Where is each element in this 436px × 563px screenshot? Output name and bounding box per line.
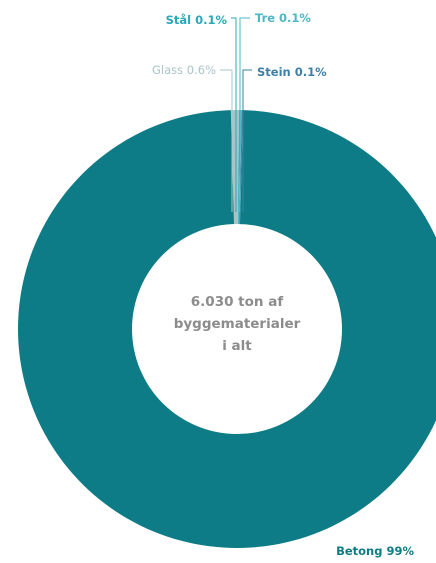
center-label-line-2: byggematerialer (174, 316, 301, 332)
label-betong: Betong 99% (336, 544, 414, 558)
label-glass: Glass 0.6% (152, 63, 216, 77)
leader-line-stein (242, 69, 252, 212)
center-label-line-3: i alt (222, 338, 252, 354)
center-label: 6.030 ton af byggematerialer i alt (174, 294, 301, 354)
leader-lines (220, 17, 252, 212)
donut-hole (132, 224, 342, 434)
label-staal: Stål 0.1% (166, 13, 228, 27)
leader-line-glass (220, 69, 233, 212)
label-tre: Tre 0.1% (255, 11, 311, 25)
label-stein: Stein 0.1% (257, 65, 327, 79)
leader-line-tre (239, 17, 250, 212)
leader-line-staal (231, 17, 237, 212)
center-label-line-1: 6.030 ton af (191, 294, 284, 310)
